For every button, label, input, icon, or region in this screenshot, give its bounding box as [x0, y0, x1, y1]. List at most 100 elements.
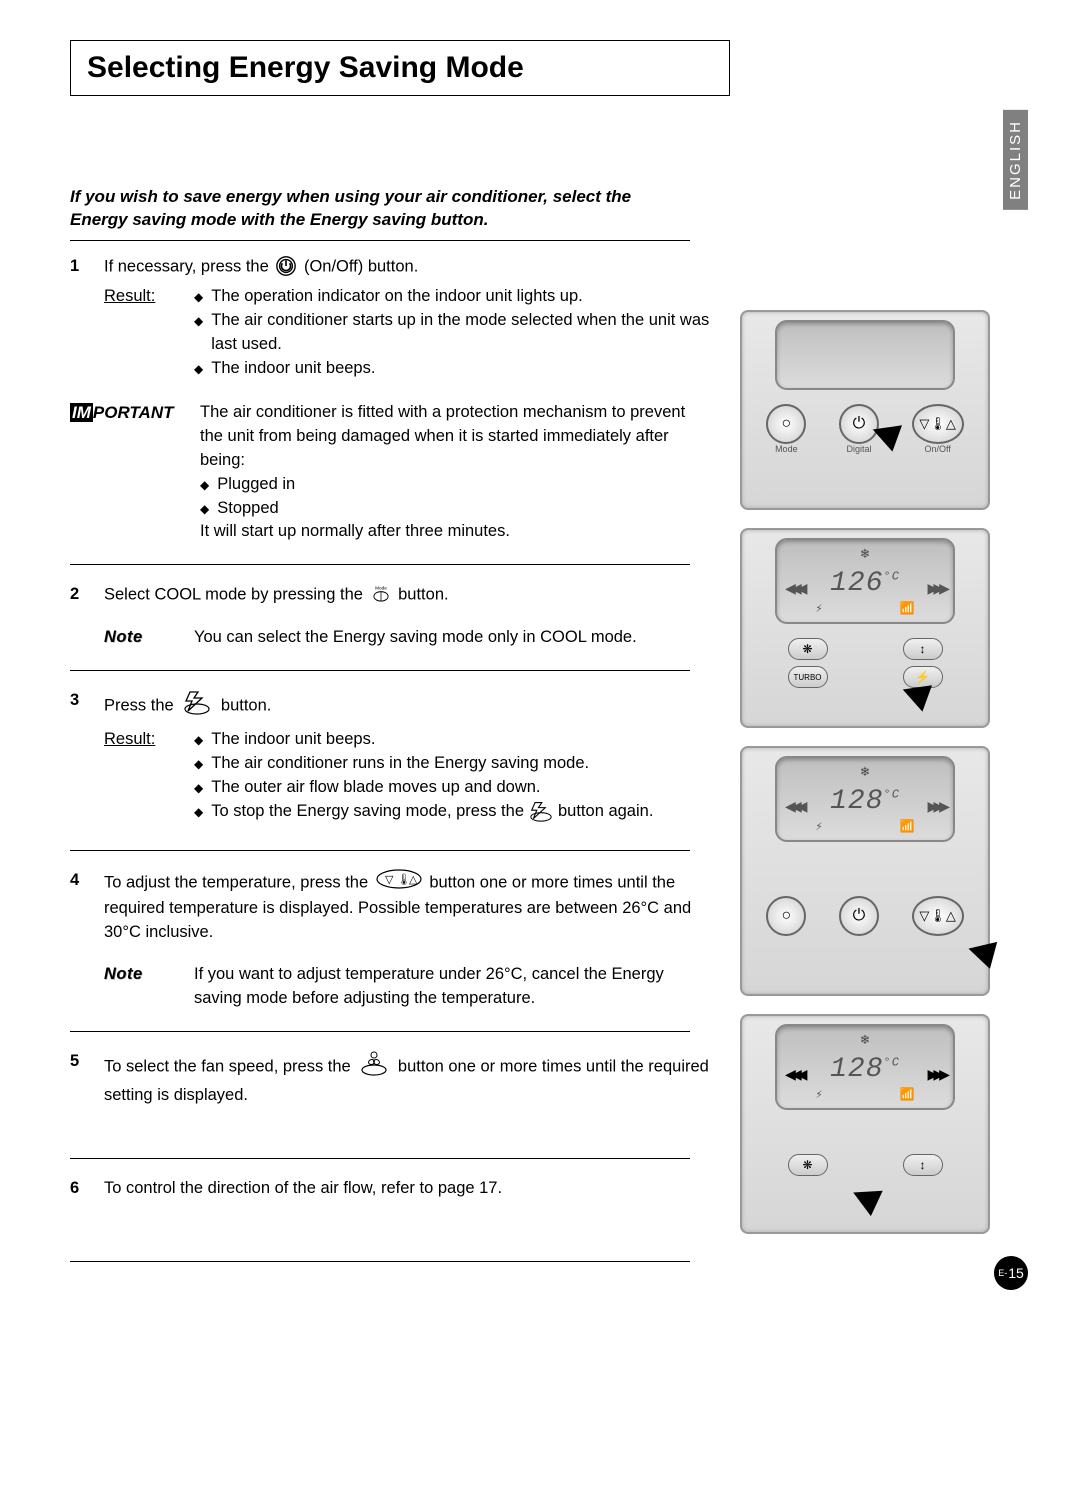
step4-text-a: To adjust the temperature, press the: [104, 873, 373, 891]
step-num: 5: [70, 1050, 104, 1108]
step3-last-b: button again.: [558, 800, 653, 824]
left-arrow-icon: ◀◀◀: [785, 578, 803, 600]
content-column: If you wish to save energy when using yo…: [70, 186, 710, 1262]
intro-text: If you wish to save energy when using yo…: [70, 186, 690, 232]
screen-temp: 128: [830, 786, 883, 817]
temp-unit: °C: [884, 788, 900, 802]
mode-button: ○: [766, 404, 806, 444]
temp-buttons: ▽🌡△: [912, 896, 964, 936]
onoff-label: On/Off: [912, 444, 964, 454]
note-text: You can select the Energy saving mode on…: [194, 626, 637, 650]
step3-last-a: To stop the Energy saving mode, press th…: [211, 800, 524, 824]
step-num: 4: [70, 869, 104, 1011]
bullet-text: The operation indicator on the indoor un…: [211, 285, 583, 309]
bullet-text: The outer air flow blade moves up and do…: [211, 776, 540, 800]
mode-button: ○: [766, 896, 806, 936]
swing-button: ↕: [903, 1154, 943, 1176]
left-arrow-icon: ◀◀◀: [785, 1064, 803, 1086]
turbo-button: TURBO: [788, 666, 828, 688]
step2-text-b: button.: [398, 586, 448, 604]
snow-icon: ❄: [861, 764, 869, 781]
svg-text:▽: ▽: [385, 874, 394, 886]
divider: [70, 564, 690, 565]
step-6: 6 To control the direction of the air fl…: [70, 1177, 710, 1201]
mode-icon: Mode: [370, 583, 392, 607]
snow-icon: ❄: [861, 546, 869, 563]
step3-text-a: Press the: [104, 696, 178, 714]
step1-text-b: (On/Off) button.: [304, 257, 418, 275]
energy-saving-icon: [180, 689, 214, 723]
left-arrow-icon: ◀◀◀: [785, 796, 803, 818]
screen-temp: 126: [830, 568, 883, 599]
temp-buttons-icon: ▽🌡△: [375, 869, 423, 897]
power-button: ⏻: [839, 896, 879, 936]
result-label: Result:: [104, 285, 194, 381]
bullet-text: The air conditioner runs in the Energy s…: [211, 752, 589, 776]
step-3: 3 Press the button. Result: The indoor u…: [70, 689, 710, 831]
bullet-text: The indoor unit beeps.: [211, 728, 375, 752]
divider: [70, 240, 690, 241]
page-num: 15: [1008, 1265, 1024, 1281]
divider: [70, 670, 690, 671]
important-bullets: Plugged in Stopped: [200, 473, 710, 521]
energy-icon: ⚡: [815, 819, 822, 834]
swing-button: ↕: [903, 638, 943, 660]
divider: [70, 1158, 690, 1159]
note-text: If you want to adjust temperature under …: [194, 963, 710, 1011]
step-1: 1 If necessary, press the (On/Off) butto…: [70, 255, 710, 381]
bullet-text: The indoor unit beeps.: [211, 357, 375, 381]
step-5: 5 To select the fan speed, press the but…: [70, 1050, 710, 1108]
fan-button: ❋: [788, 1154, 828, 1176]
digital-label: Digital: [839, 444, 879, 454]
energy-saving-icon: [526, 800, 556, 830]
snow-icon: ❄: [861, 1032, 869, 1049]
step-num: 1: [70, 255, 104, 381]
bullet-text: Plugged in: [217, 473, 295, 497]
fan-button: ❋: [788, 638, 828, 660]
bullet-text: The air conditioner starts up in the mod…: [211, 309, 710, 357]
step-num: 3: [70, 689, 104, 831]
remote-figure-4: ❄ ◀◀◀ 128°C ▶▶▶ ⚡📶 ❋ ↕: [740, 1014, 990, 1234]
temp-buttons: ▽🌡△: [912, 404, 964, 444]
temp-unit: °C: [884, 1056, 900, 1070]
page-num-prefix: E-: [998, 1268, 1007, 1278]
step2-text-a: Select COOL mode by pressing the: [104, 586, 368, 604]
note-label: Note: [104, 626, 194, 650]
fan-icon: [357, 1050, 391, 1084]
important-label: IMPORTANT: [70, 401, 200, 545]
important-rest: PORTANT: [93, 403, 174, 422]
svg-text:Mode: Mode: [375, 586, 387, 591]
note-label: Note: [104, 963, 194, 1011]
screen-temp: 128: [830, 1054, 883, 1085]
energy-icon: ⚡: [815, 601, 822, 616]
bullet-text: Stopped: [217, 497, 278, 521]
page-number-badge: E-15: [994, 1256, 1028, 1290]
signal-icon: 📶: [900, 1087, 915, 1102]
step3-text-b: button.: [221, 696, 271, 714]
remote-screen: ❄ ◀◀◀ 128°C ▶▶▶ ⚡ 📶: [775, 756, 955, 842]
remote-screen: ❄ ◀◀◀ 126°C ▶▶▶ ⚡📶: [775, 538, 955, 624]
important-block: IMPORTANT The air conditioner is fitted …: [70, 401, 710, 545]
remote-figure-1: ○ Mode ⏻ Digital ▽🌡△ On/Off: [740, 310, 990, 510]
language-tab: ENGLISH: [1003, 110, 1028, 210]
temp-unit: °C: [884, 570, 900, 584]
divider: [70, 1031, 690, 1032]
power-icon: [275, 255, 297, 279]
signal-icon: 📶: [900, 819, 915, 834]
important-tail: It will start up normally after three mi…: [200, 522, 510, 540]
signal-icon: 📶: [900, 601, 915, 616]
important-im: IM: [70, 403, 93, 422]
right-arrow-icon: ▶▶▶: [927, 796, 945, 818]
step-2: 2 Select COOL mode by pressing the Mode …: [70, 583, 710, 649]
step1-text-a: If necessary, press the: [104, 257, 273, 275]
remote-figure-2: ❄ ◀◀◀ 126°C ▶▶▶ ⚡📶 ❋ TURBO ↕ ⚡: [740, 528, 990, 728]
divider: [70, 1261, 690, 1262]
step1-results: The operation indicator on the indoor un…: [194, 285, 710, 381]
title-box: Selecting Energy Saving Mode: [70, 40, 730, 96]
step5-text-a: To select the fan speed, press the: [104, 1057, 355, 1075]
page-title: Selecting Energy Saving Mode: [87, 51, 713, 85]
step-num: 2: [70, 583, 104, 649]
remote-screen: [775, 320, 955, 390]
energy-icon: ⚡: [815, 1087, 822, 1102]
step3-results: The indoor unit beeps. The air condition…: [194, 728, 653, 830]
